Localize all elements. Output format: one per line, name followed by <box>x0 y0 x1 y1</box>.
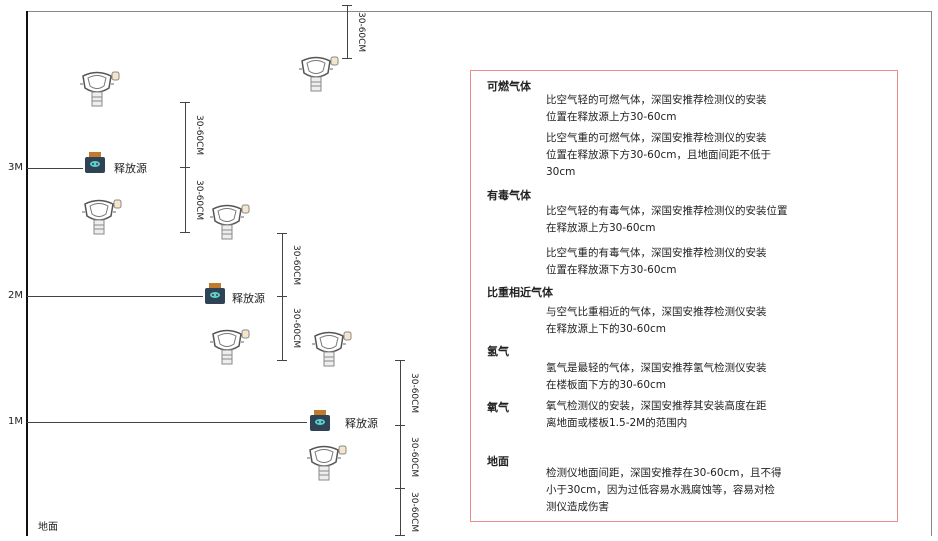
dimension-label: 30-60CM <box>291 308 301 349</box>
dimension-tick <box>180 167 190 168</box>
dimension-tick <box>395 535 405 536</box>
dimension-tick <box>395 488 405 489</box>
ground-title: 地面 <box>487 455 509 468</box>
dimension-line <box>185 102 186 167</box>
source-label: 释放源 <box>345 417 378 430</box>
oxygen-title: 氧气 <box>487 401 509 414</box>
flammable-heavier: 比空气重的可燃气体，深国安推荐检测仪的安装 位置在释放源下方30-60cm，且地… <box>546 132 772 178</box>
similar-text: 与空气比重相近的气体，深国安推荐检测仪安装 在释放源上下的30-60cm <box>546 306 767 335</box>
dimension-tick <box>342 58 352 59</box>
gas-detector-icon <box>78 70 120 110</box>
floor-1m-line <box>27 422 307 423</box>
hydrogen-text: 氢气是最轻的气体，深国安推荐氢气检测仪安装 在楼板面下方的30-60cm <box>546 362 767 391</box>
source-label: 释放源 <box>114 162 147 175</box>
dimension-tick <box>395 360 405 361</box>
dimension-label: 30-60CM <box>291 244 301 285</box>
dimension-label: 30-60CM <box>194 114 204 155</box>
legend-box: 可燃气体 比空气轻的可燃气体，深国安推荐检测仪的安装 位置在释放源上方30-60… <box>470 70 898 522</box>
gas-detector-icon <box>80 198 122 238</box>
dimension-label: 30-60CM <box>194 179 204 220</box>
ground-text: 检测仪地面间距，深国安推荐在30-60cm，且不得 小于30cm，因为过低容易水… <box>546 467 782 513</box>
toxic-lighter: 比空气轻的有毒气体，深国安推荐检测仪的安装位置 在释放源上方30-60cm <box>546 205 788 234</box>
flammable-title: 可燃气体 <box>487 80 531 93</box>
dimension-label: 30-60CM <box>409 436 419 477</box>
floor-3m-line <box>27 168 83 169</box>
right-border <box>931 11 932 536</box>
dimension-line <box>347 5 348 58</box>
hydrogen-title: 氢气 <box>487 345 509 358</box>
toxic-title: 有毒气体 <box>487 189 531 202</box>
release-source-icon <box>308 410 332 432</box>
floor-2m-line <box>27 296 203 297</box>
source-label: 释放源 <box>232 292 265 305</box>
dimension-label: 30-60CM <box>409 491 419 532</box>
release-source-icon <box>83 152 107 174</box>
dimension-label: 30-60CM <box>409 372 419 413</box>
flammable-lighter: 比空气轻的可燃气体，深国安推荐检测仪的安装 位置在释放源上方30-60cm <box>546 94 767 123</box>
gas-detector-icon <box>305 444 347 484</box>
dimension-tick <box>342 5 352 6</box>
dimension-tick <box>395 425 405 426</box>
gas-detector-icon <box>310 330 352 370</box>
gas-detector-icon <box>208 328 250 368</box>
dimension-line <box>282 233 283 296</box>
release-source-icon <box>203 283 227 305</box>
gas-detector-icon <box>297 55 339 95</box>
dimension-tick <box>180 232 190 233</box>
dimension-line <box>400 360 401 425</box>
toxic-heavier: 比空气重的有毒气体，深国安推荐检测仪的安装 位置在释放源下方30-60cm <box>546 247 767 276</box>
wall-line <box>26 11 28 536</box>
dimension-tick <box>180 102 190 103</box>
dimension-line <box>185 167 186 232</box>
gas-detector-icon <box>208 203 250 243</box>
floor-2m-label: 2M <box>8 290 23 301</box>
dimension-tick <box>277 360 287 361</box>
dimension-line <box>282 296 283 360</box>
floor-1m-label: 1M <box>8 416 23 427</box>
ground-label: 地面 <box>38 522 58 533</box>
oxygen-text: 氧气检测仪的安装，深国安推荐其安装高度在距 离地面或楼板1.5-2M的范围内 <box>546 400 767 429</box>
dimension-line <box>400 488 401 535</box>
similar-title: 比重相近气体 <box>487 286 553 299</box>
dimension-tick <box>277 233 287 234</box>
dimension-line <box>400 425 401 488</box>
floor-3m-label: 3M <box>8 162 23 173</box>
dimension-tick <box>277 296 287 297</box>
dimension-label: 30-60CM <box>356 11 366 52</box>
ceiling-line <box>27 11 932 12</box>
